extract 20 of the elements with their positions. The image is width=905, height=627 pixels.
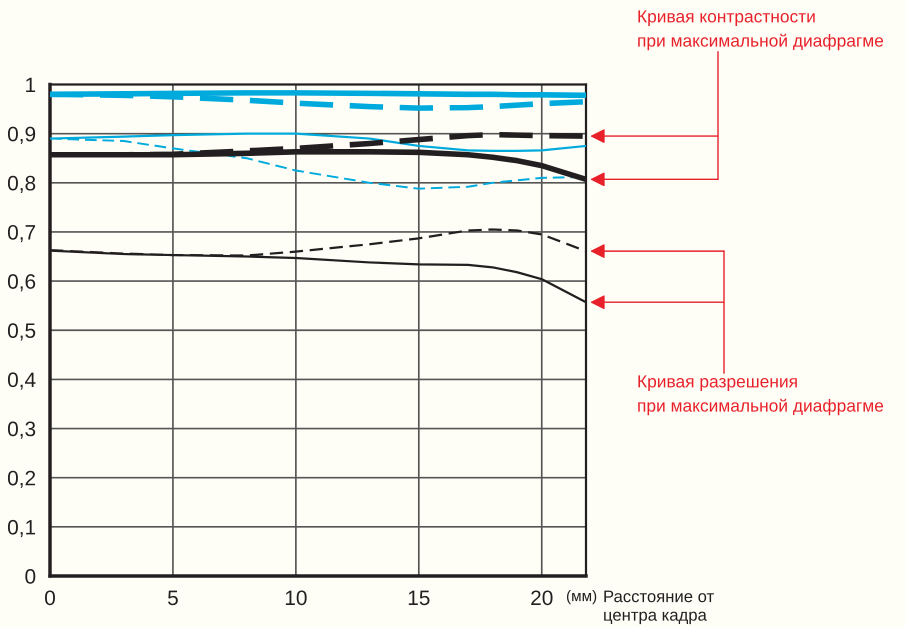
text: Кривая контрастности при максимальной диафрагме bbox=[638, 10, 884, 50]
y-tick-label: 1 bbox=[26, 78, 36, 92]
y-tick-label: 0,7 bbox=[8, 224, 36, 242]
x-tick-label: 5 bbox=[168, 590, 178, 606]
y-tick-label: 0,8 bbox=[8, 176, 36, 194]
text: (мм) bbox=[566, 590, 596, 604]
y-tick-label: 0,9 bbox=[8, 126, 36, 144]
y-tick-label: 0,2 bbox=[8, 470, 36, 488]
x-axis-title: Расстояние от центра кадра bbox=[604, 590, 714, 624]
x-tick-label: 10 bbox=[286, 590, 307, 606]
text: Кривая разрешения при максимальной диафрагме bbox=[638, 375, 884, 416]
x-tick-label: 20 bbox=[531, 590, 553, 606]
y-tick-label: 0,6 bbox=[8, 274, 36, 292]
y-tick-label: 0,4 bbox=[8, 372, 36, 390]
x-tick-label: 15 bbox=[408, 590, 430, 606]
y-tick-label: 0,3 bbox=[8, 422, 36, 439]
x-tick-label: 0 bbox=[45, 590, 55, 606]
y-tick-label: 0 bbox=[25, 569, 36, 584]
y-tick-label: 0,1 bbox=[8, 520, 36, 538]
y-tick-label: 0,5 bbox=[8, 323, 36, 340]
